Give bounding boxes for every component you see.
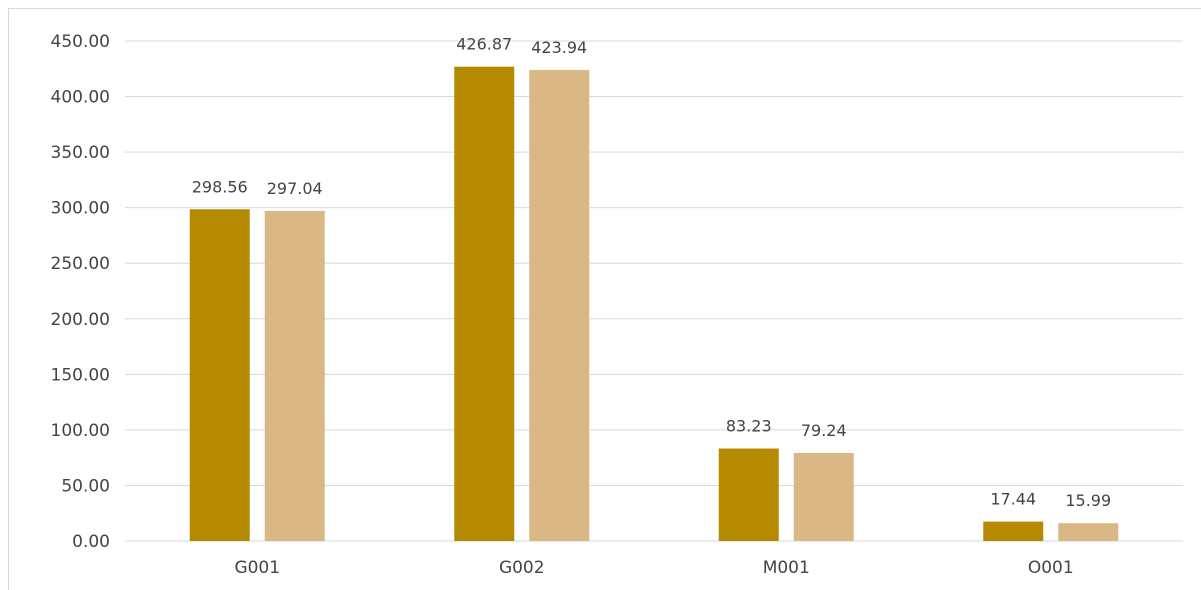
y-tick-label: 400.00 (51, 88, 110, 108)
y-tick-label: 350.00 (51, 143, 110, 163)
data-label: 83.23 (726, 417, 772, 436)
data-label: 423.94 (531, 38, 587, 57)
y-tick-label: 100.00 (51, 421, 110, 441)
x-tick-label: M001 (763, 558, 810, 578)
y-tick-label: 300.00 (51, 199, 110, 219)
x-tick-label: O001 (1028, 558, 1074, 578)
bar (793, 452, 854, 541)
y-tick-label: 200.00 (51, 310, 110, 330)
data-label: 426.87 (456, 35, 512, 54)
data-label: 297.04 (267, 179, 323, 198)
data-label: 17.44 (990, 490, 1036, 509)
bar (1058, 523, 1119, 541)
data-label: 15.99 (1065, 491, 1111, 510)
bar (454, 66, 515, 541)
y-tick-label: 450.00 (51, 32, 110, 52)
y-tick-label: 0.00 (72, 532, 110, 552)
bar (189, 209, 250, 541)
x-tick-label: G002 (499, 558, 545, 578)
y-tick-label: 150.00 (51, 365, 110, 385)
data-label: 79.24 (801, 421, 847, 440)
bar (529, 69, 590, 541)
y-tick-label: 50.00 (61, 476, 110, 496)
y-tick-label: 250.00 (51, 254, 110, 274)
x-tick-label: G001 (234, 558, 280, 578)
bar (718, 448, 779, 541)
data-label: 298.56 (192, 177, 248, 196)
bar (264, 210, 325, 541)
bar (983, 521, 1044, 541)
